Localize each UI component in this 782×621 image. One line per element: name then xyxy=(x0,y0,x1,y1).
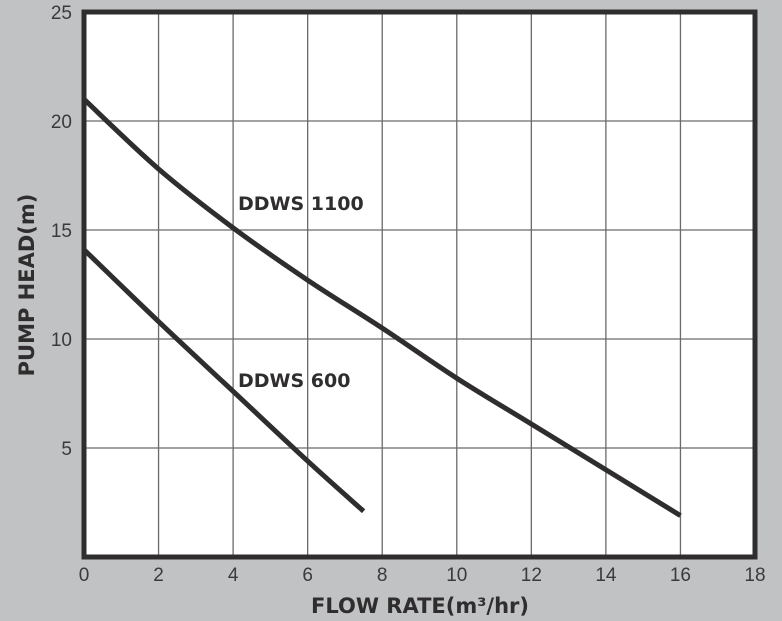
plot-border xyxy=(81,9,758,560)
x-tick-label: 14 xyxy=(595,565,617,586)
x-tick-label: 0 xyxy=(79,565,90,586)
y-axis-label: PUMP HEAD(m) xyxy=(15,194,39,377)
x-axis-label: FLOW RATE(m³/hr) xyxy=(311,594,529,618)
x-tick-label: 12 xyxy=(521,565,542,586)
y-tick-label: 20 xyxy=(51,112,72,133)
x-tick-label: 4 xyxy=(228,565,239,586)
plot-area xyxy=(84,12,755,557)
series-line-ddws-600 xyxy=(82,247,366,514)
y-tick-label: 25 xyxy=(51,3,72,24)
x-tick-label: 10 xyxy=(446,565,467,586)
x-tick-label: 6 xyxy=(302,565,313,586)
y-tick-label: 10 xyxy=(51,330,72,351)
x-tick-label: 8 xyxy=(377,565,388,586)
series-label-ddws-600: DDWS 600 xyxy=(238,370,350,392)
x-tick-label: 18 xyxy=(744,565,765,586)
series-line-ddws-1100 xyxy=(82,97,682,518)
y-tick-label: 5 xyxy=(61,439,72,460)
x-tick-label: 16 xyxy=(670,565,691,586)
x-tick-label: 2 xyxy=(153,565,164,586)
series-label-ddws-1100: DDWS 1100 xyxy=(238,193,364,215)
y-tick-label: 15 xyxy=(51,221,72,242)
